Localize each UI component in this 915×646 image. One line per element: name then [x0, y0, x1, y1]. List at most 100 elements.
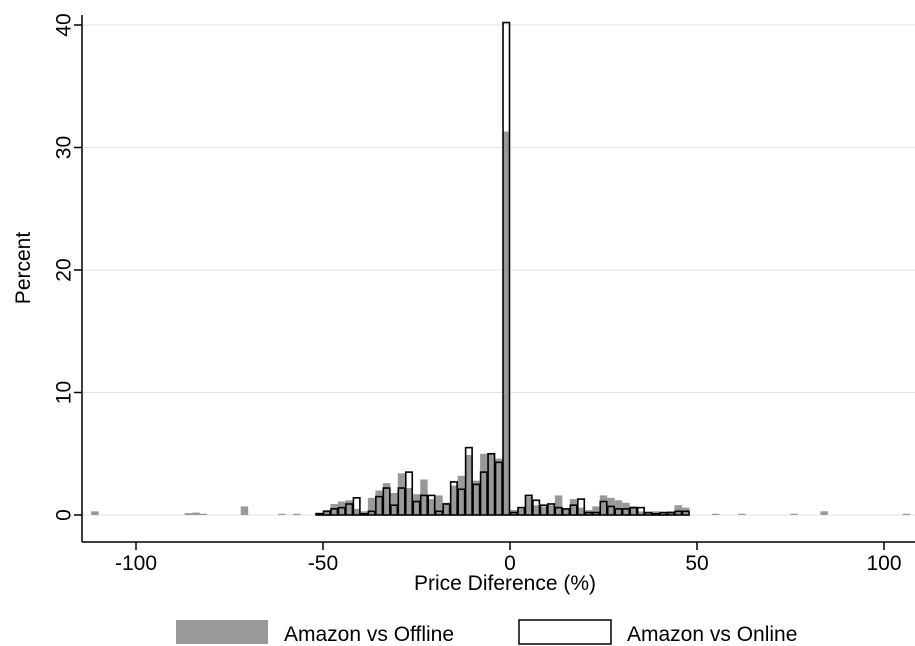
bar-online	[524, 494, 533, 516]
bar-online	[659, 511, 668, 516]
bar-online	[315, 512, 324, 516]
bar-offline	[517, 508, 525, 515]
bar-online	[397, 487, 406, 516]
bar-online	[547, 503, 556, 516]
bar-offline	[629, 506, 638, 515]
bar-offline	[405, 488, 413, 515]
bar-online	[449, 481, 458, 516]
bar-offline	[554, 495, 563, 515]
bar-online	[434, 510, 443, 516]
bar-online	[509, 511, 518, 516]
series-amazon-vs-online	[315, 21, 690, 516]
bar-offline	[592, 506, 600, 515]
bar-offline	[532, 505, 540, 515]
bar-offline	[524, 496, 533, 515]
bar-online	[681, 510, 690, 516]
bar-online	[591, 511, 601, 516]
bar-online	[502, 21, 511, 516]
x-axis-title: Price Diference (%)	[414, 572, 596, 595]
bar-offline	[293, 513, 301, 515]
bar-offline	[457, 475, 466, 515]
tick-labels: -100 -50 0 50 100 0 10 20 30 40	[53, 13, 902, 575]
bar-offline	[345, 500, 353, 515]
bar-online	[629, 506, 638, 516]
bar-offline	[427, 499, 436, 515]
bar-offline	[184, 513, 193, 515]
bar-offline	[367, 497, 376, 515]
bar-online	[606, 505, 616, 516]
y-axis-title: Percent	[12, 232, 35, 305]
bar-online	[577, 498, 586, 516]
bar-online	[457, 488, 466, 516]
bar-online	[352, 497, 361, 516]
bar-offline	[480, 453, 488, 515]
bar-online	[651, 512, 660, 516]
bar-offline	[390, 492, 398, 515]
bar-offline	[323, 510, 331, 515]
bar-offline	[91, 511, 99, 515]
bar-online	[532, 499, 541, 516]
bar-offline	[562, 508, 570, 515]
bar-offline	[397, 473, 406, 515]
bar-offline	[382, 483, 391, 515]
y-tick-label: 0	[53, 509, 76, 521]
y-tick-label: 10	[53, 381, 76, 404]
bar-offline	[711, 513, 720, 515]
bar-offline	[539, 506, 548, 515]
bar-online	[636, 506, 645, 516]
bar-online	[360, 512, 369, 516]
bar-offline	[738, 513, 746, 515]
bar-online	[330, 508, 339, 516]
bar-offline	[502, 131, 510, 515]
bar-online	[427, 494, 436, 516]
bar-offline	[278, 513, 286, 515]
x-tick-label: 50	[685, 552, 708, 575]
x-tick-label: -100	[115, 552, 157, 575]
bar-offline	[644, 512, 653, 515]
bar-offline	[412, 494, 421, 515]
bar-offline	[547, 505, 555, 515]
x-tick-label: 0	[504, 552, 516, 575]
bar-offline	[569, 499, 578, 515]
bar-offline	[465, 454, 473, 515]
bar-offline	[790, 513, 798, 515]
bar-online	[644, 511, 653, 516]
bar-offline	[577, 507, 585, 515]
bar-offline	[352, 508, 361, 515]
bar-online	[517, 506, 526, 516]
bar-offline	[442, 502, 451, 515]
gridlines	[82, 24, 915, 516]
bar-online	[674, 510, 683, 516]
bar-online	[614, 508, 623, 516]
bar-offline	[659, 512, 668, 515]
bar-online	[472, 483, 481, 516]
bar-offline	[192, 512, 200, 515]
bar-online	[419, 494, 429, 516]
bar-offline	[420, 479, 428, 515]
bar-online	[375, 495, 384, 516]
bar-offline	[435, 495, 443, 515]
bar-offline	[487, 453, 496, 515]
x-tick-label: -50	[308, 552, 338, 575]
bar-online	[666, 511, 675, 516]
bar-online	[322, 510, 331, 516]
bar-offline	[199, 513, 208, 515]
bar-online	[442, 503, 451, 516]
legend-label-online: Amazon vs Online	[627, 623, 797, 646]
y-tick-label: 20	[53, 258, 76, 281]
bar-online	[479, 471, 488, 516]
legend-swatch-online	[518, 619, 612, 645]
bar-offline	[820, 511, 828, 515]
bar-offline	[674, 505, 683, 515]
bar-online	[337, 506, 346, 516]
bar-online	[584, 511, 593, 516]
bar-online	[562, 508, 571, 516]
x-tick-label: 100	[866, 552, 901, 575]
bar-offline	[495, 458, 503, 515]
bar-online	[464, 446, 473, 516]
bar-online	[345, 503, 354, 516]
bar-online	[539, 504, 548, 516]
bar-offline	[450, 485, 458, 515]
bar-online	[382, 487, 391, 516]
